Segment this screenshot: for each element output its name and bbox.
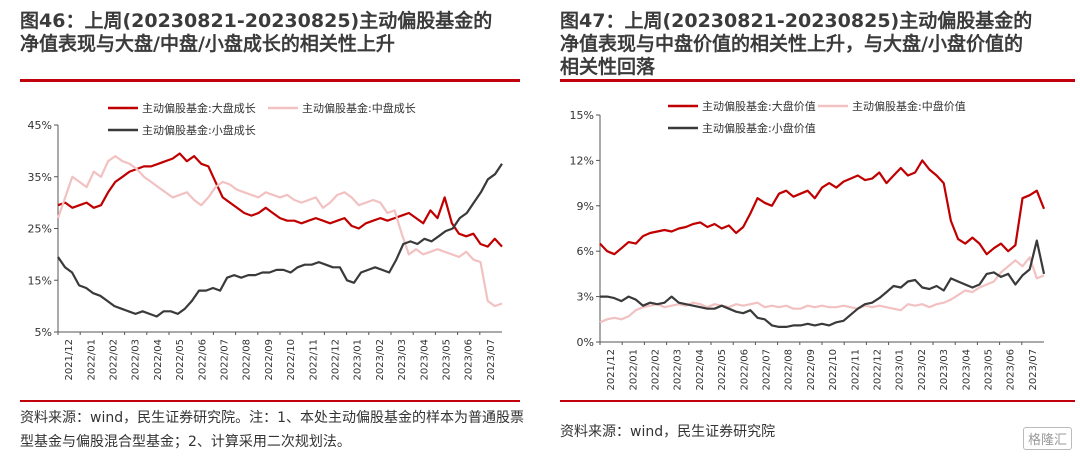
- x-tick-label: 2022/02: [651, 349, 662, 391]
- y-tick-label: 15%: [28, 274, 52, 287]
- series-line-1: [57, 152, 503, 248]
- x-tick-label: 2023/07: [486, 339, 497, 381]
- title-rule: [20, 79, 520, 82]
- x-tick-label: 2023/02: [917, 349, 928, 391]
- x-tick-label: 2022/01: [86, 339, 97, 381]
- watermark-logo: 格隆汇: [1022, 427, 1072, 450]
- x-tick-label: 2022/05: [175, 339, 186, 381]
- chart-plot: 0% 3% 6% 9% 12% 15% 2021/12 2022/01 2022/02 2022/…: [570, 99, 1046, 391]
- legend-label: 主动偏股基金:中盘价值: [852, 99, 966, 113]
- x-tick-label: 2023/01: [895, 349, 906, 391]
- y-tick-label: 9%: [577, 200, 594, 213]
- y-tick-label: 3%: [577, 291, 594, 304]
- series-line-3: [57, 163, 503, 318]
- y-tick-label: 25%: [28, 223, 52, 236]
- x-tick-label: 2021/12: [64, 339, 75, 381]
- source-note: 资料来源：wind，民生证券研究院: [560, 424, 776, 440]
- series-line-1: [599, 159, 1046, 256]
- x-tick-label: 2022/12: [331, 339, 342, 381]
- x-tick-label: 2022/04: [695, 349, 706, 391]
- legend-label: 主动偏股基金:中盘成长: [302, 101, 416, 115]
- x-tick-label: 2022/09: [806, 349, 817, 391]
- legend-label: 主动偏股基金:小盘成长: [142, 123, 256, 137]
- x-tick-label: 2023/06: [1006, 349, 1017, 391]
- chart-title: 图47：上周(20230821-20230825)主动偏股基金的 净值表现与中盘…: [560, 10, 1033, 78]
- x-tick-label: 2023/03: [939, 349, 950, 391]
- footer-rule: [560, 400, 1075, 402]
- x-tick-label: 2022/11: [850, 349, 861, 391]
- x-tick-label: 2022/04: [153, 339, 164, 381]
- series-line-2: [56, 154, 503, 308]
- x-tick-label: 2022/06: [739, 349, 750, 391]
- source-note: 资料来源：wind，民生证券研究院。注：1、本处主动偏股基金的样本为普通股票型基…: [20, 410, 525, 450]
- x-tick-label: 2022/09: [264, 339, 275, 381]
- x-tick-label: 2023/07: [1028, 349, 1039, 391]
- legend-label: 主动偏股基金:大盘成长: [142, 101, 256, 115]
- x-tick-label: 2022/10: [828, 349, 839, 391]
- x-tick-label: 2022/08: [784, 349, 795, 391]
- x-tick-label: 2023/03: [397, 339, 408, 381]
- x-tick-label: 2023/04: [961, 349, 972, 391]
- x-tick-label: 2022/10: [286, 339, 297, 381]
- x-tick-label: 2023/02: [375, 339, 386, 381]
- y-tick-label: 0%: [577, 336, 594, 349]
- y-tick-label: 6%: [577, 245, 594, 258]
- legend-label: 主动偏股基金:大盘价值: [702, 99, 816, 113]
- x-tick-label: 2023/05: [442, 339, 453, 381]
- chart-panel-47: 图47：上周(20230821-20230825)主动偏股基金的 净值表现与中盘…: [548, 0, 1080, 460]
- x-tick-label: 2022/07: [762, 349, 773, 391]
- chart-title: 图46：上周(20230821-20230825)主动偏股基金的 净值表现与大盘…: [20, 10, 493, 55]
- x-tick-label: 2021/12: [606, 349, 617, 391]
- y-tick-label: 15%: [570, 109, 594, 122]
- x-tick-label: 2022/08: [242, 339, 253, 381]
- series-line-3: [600, 239, 1046, 328]
- y-tick-label: 45%: [28, 119, 52, 132]
- title-rule: [560, 79, 1075, 82]
- x-tick-label: 2022/03: [131, 339, 142, 381]
- legend-label: 主动偏股基金:小盘价值: [702, 121, 816, 135]
- series-line-2: [599, 256, 1045, 324]
- footer-rule: [20, 400, 520, 402]
- x-tick-label: 2023/04: [419, 339, 430, 381]
- x-tick-label: 2023/06: [464, 339, 475, 381]
- x-tick-label: 2022/02: [109, 339, 120, 381]
- x-tick-label: 2022/07: [220, 339, 231, 381]
- chart-plot: 5% 15% 25% 35% 45% 2021/12 2022/01 2022/02 2022/…: [28, 101, 503, 381]
- y-tick-label: 12%: [570, 154, 594, 167]
- chart-panel-46: 图46：上周(20230821-20230825)主动偏股基金的 净值表现与大盘…: [0, 0, 530, 460]
- x-tick-label: 2022/11: [308, 339, 319, 381]
- x-tick-label: 2022/12: [873, 349, 884, 391]
- x-tick-label: 2022/01: [628, 349, 639, 391]
- y-tick-label: 35%: [28, 171, 52, 184]
- x-tick-label: 2022/05: [717, 349, 728, 391]
- x-tick-label: 2022/06: [197, 339, 208, 381]
- y-tick-label: 5%: [35, 326, 52, 339]
- x-tick-label: 2022/03: [673, 349, 684, 391]
- x-tick-label: 2023/01: [353, 339, 364, 381]
- x-tick-label: 2023/05: [984, 349, 995, 391]
